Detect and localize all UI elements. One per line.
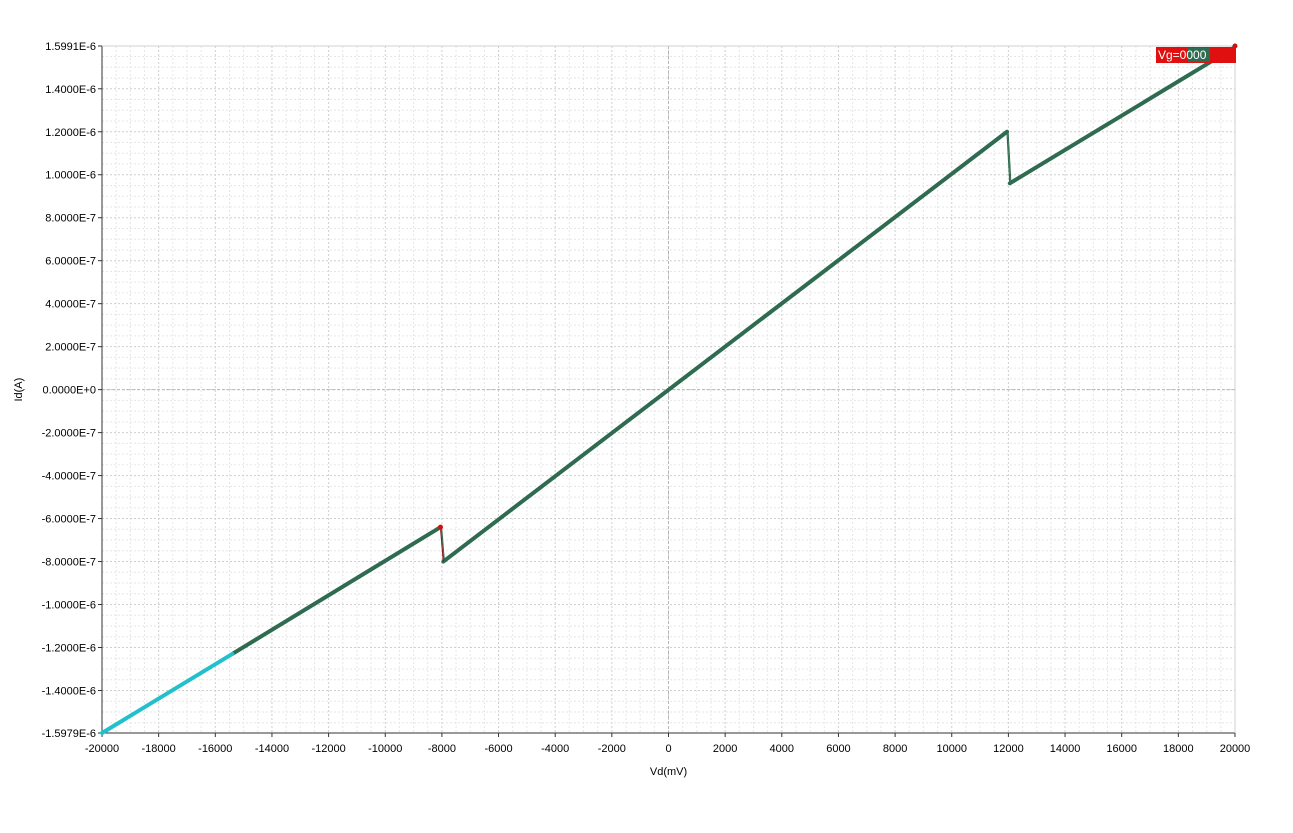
- x-axis-label: Vd(mV): [650, 766, 687, 778]
- legend[interactable]: Vg=0000: [1156, 47, 1236, 63]
- x-tick-labels: -20000 -18000 -16000 -14000 -12000 -10000 -800…: [85, 743, 1250, 755]
- y-tick-label: 1.5991E-6: [45, 41, 96, 53]
- series-line-segment: [441, 129, 1009, 564]
- axes: [98, 45, 1236, 737]
- y-tick-label: 2.0000E-7: [45, 342, 96, 354]
- x-tick-label: -2000: [598, 743, 626, 755]
- y-axis-label: Id(A): [13, 378, 25, 402]
- y-tick-label: -4.0000E-7: [42, 471, 96, 483]
- series-line-segment: [1007, 45, 1236, 186]
- y-tick-label: 6.0000E-7: [45, 256, 96, 268]
- y-tick-label: 1.0000E-6: [45, 170, 96, 182]
- x-tick-label: -6000: [484, 743, 512, 755]
- series-jump-line: [439, 527, 444, 562]
- y-tick-label: -6.0000E-7: [42, 514, 96, 526]
- y-tick-label: -1.0000E-6: [42, 600, 96, 612]
- series-jump-line: [441, 527, 445, 562]
- x-tick-label: -20000: [85, 743, 119, 755]
- y-tick-label: 4.0000E-7: [45, 299, 96, 311]
- x-tick-label: -18000: [142, 743, 176, 755]
- plot-area[interactable]: [100, 43, 1238, 735]
- y-tick-label: -2.0000E-7: [42, 428, 96, 440]
- y-tick-label: 0.0000E+0: [42, 385, 96, 397]
- x-tick-label: 4000: [770, 743, 794, 755]
- x-tick-label: -16000: [198, 743, 232, 755]
- y-tick-label: 8.0000E-7: [45, 213, 96, 225]
- x-tick-label: 12000: [993, 743, 1024, 755]
- x-tick-label: 14000: [1050, 743, 1081, 755]
- y-tick-label: 1.4000E-6: [45, 84, 96, 96]
- x-tick-label: -14000: [255, 743, 289, 755]
- y-tick-label: -1.4000E-6: [42, 685, 96, 697]
- x-tick-label: 6000: [826, 743, 850, 755]
- x-tick-label: -8000: [428, 743, 456, 755]
- x-tick-label: 18000: [1163, 743, 1194, 755]
- series-jump-line: [1007, 131, 1012, 184]
- data-marker: [437, 524, 443, 530]
- series-line-segment: [230, 525, 443, 656]
- legend-swatch: [1188, 48, 1210, 62]
- x-tick-label: 2000: [713, 743, 737, 755]
- series-jump-line: [1006, 131, 1011, 184]
- x-tick-label: 10000: [936, 743, 967, 755]
- x-tick-label: 20000: [1220, 743, 1251, 755]
- y-tick-label: -1.5979E-6: [42, 728, 96, 740]
- x-tick-label: 8000: [883, 743, 907, 755]
- x-tick-label: -4000: [541, 743, 569, 755]
- x-tick-label: -10000: [368, 743, 402, 755]
- y-tick-labels: 1.5991E-6 1.4000E-6 1.2000E-6 1.0000E-6 8.00…: [42, 41, 96, 740]
- y-tick-label: -1.2000E-6: [42, 642, 96, 654]
- x-tick-label: 0: [665, 743, 671, 755]
- x-tick-label: -12000: [311, 743, 345, 755]
- legend-label: Vg=0000: [1158, 48, 1207, 62]
- y-tick-label: -8.0000E-7: [42, 557, 96, 569]
- series-line-segment: [100, 651, 235, 735]
- x-tick-label: 16000: [1106, 743, 1137, 755]
- y-tick-label: 1.2000E-6: [45, 127, 96, 139]
- grid: [101, 46, 1236, 733]
